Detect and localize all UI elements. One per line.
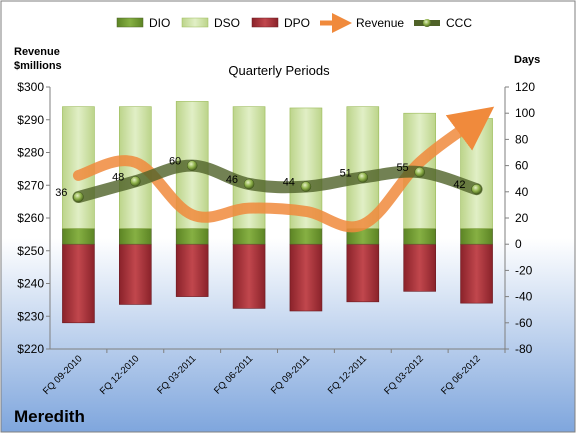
bar-dpo [119, 243, 152, 305]
ccc-marker [186, 160, 198, 171]
right-tick-label: -40 [515, 290, 533, 304]
left-tick-label: $270 [17, 178, 44, 192]
bar-dio [175, 228, 209, 245]
right-tick-label: -60 [515, 316, 533, 330]
legend-label-ccc: CCC [446, 16, 472, 30]
right-tick-label: -20 [515, 263, 533, 277]
legend: DIO DSO DPO Revenue CCC [116, 13, 472, 33]
ccc-data-label: 44 [283, 177, 295, 189]
ccc-data-label: 46 [226, 174, 238, 186]
right-tick-label: 100 [515, 106, 535, 120]
right-tick-label: 60 [515, 159, 529, 173]
bar-dso [460, 118, 493, 229]
left-tick-label: $300 [17, 80, 44, 94]
bar-dpo [175, 243, 209, 297]
right-tick-label: -80 [515, 342, 533, 356]
ccc-marker [73, 191, 84, 203]
bar-dio [232, 228, 266, 245]
ccc-marker [243, 178, 255, 190]
left-tick-label: $260 [17, 211, 44, 225]
right-axis-label: Days [514, 54, 540, 66]
left-tick-label: $220 [17, 342, 44, 356]
left-tick-label: $250 [17, 244, 44, 258]
ccc-marker [300, 181, 312, 192]
chart-title: Quarterly Periods [228, 63, 330, 78]
ccc-marker [357, 172, 369, 183]
labels-layer: 36 48 60 46 44 51 55 42 [55, 156, 465, 199]
ccc-data-label: 51 [340, 167, 352, 179]
left-axis-label: Revenue $millions [14, 46, 63, 72]
ccc-data-label: 48 [112, 171, 124, 183]
legend-swatch-dso [181, 17, 209, 28]
bar-dpo [232, 243, 266, 309]
left-tick-label: $290 [17, 113, 44, 127]
bar-dio [403, 228, 436, 245]
ccc-layer [72, 159, 483, 204]
legend-swatch-dio [116, 17, 144, 28]
ccc-data-label: 55 [396, 162, 408, 174]
legend-label-dpo: DPO [284, 16, 310, 30]
right-tick-label: 40 [515, 185, 529, 199]
ccc-marker [130, 176, 141, 187]
legend-swatch-dpo [251, 17, 279, 28]
ccc-data-label: 36 [55, 187, 67, 199]
company-name: Meredith [14, 407, 85, 426]
bar-dpo [289, 243, 323, 312]
legend-label-dio: DIO [149, 16, 170, 30]
legend-swatch-ccc-marker [423, 19, 431, 27]
bar-dpo [460, 243, 493, 304]
ccc-marker [414, 166, 425, 178]
bar-dso [346, 106, 380, 229]
right-tick-label: 20 [515, 211, 529, 225]
bar-dio [460, 228, 493, 245]
bar-dio [62, 228, 95, 245]
right-tick-label: 0 [515, 237, 522, 251]
left-tick-label: $230 [17, 309, 44, 323]
right-tick-label: 80 [515, 132, 529, 146]
bars-layer [62, 101, 493, 324]
bar-dpo [62, 243, 95, 324]
left-tick-label: $280 [17, 146, 44, 160]
bar-dio [119, 228, 152, 245]
ccc-data-label: 60 [169, 156, 181, 168]
left-tick-label: $240 [17, 277, 44, 291]
legend-label-dso: DSO [214, 16, 240, 30]
legend-label-revenue: Revenue [356, 16, 404, 30]
bar-dpo [403, 243, 436, 292]
bar-dpo [346, 243, 380, 303]
ccc-marker [471, 183, 482, 195]
right-tick-label: 120 [515, 80, 535, 94]
ccc-data-label: 42 [453, 179, 465, 191]
bar-dio [289, 228, 323, 245]
